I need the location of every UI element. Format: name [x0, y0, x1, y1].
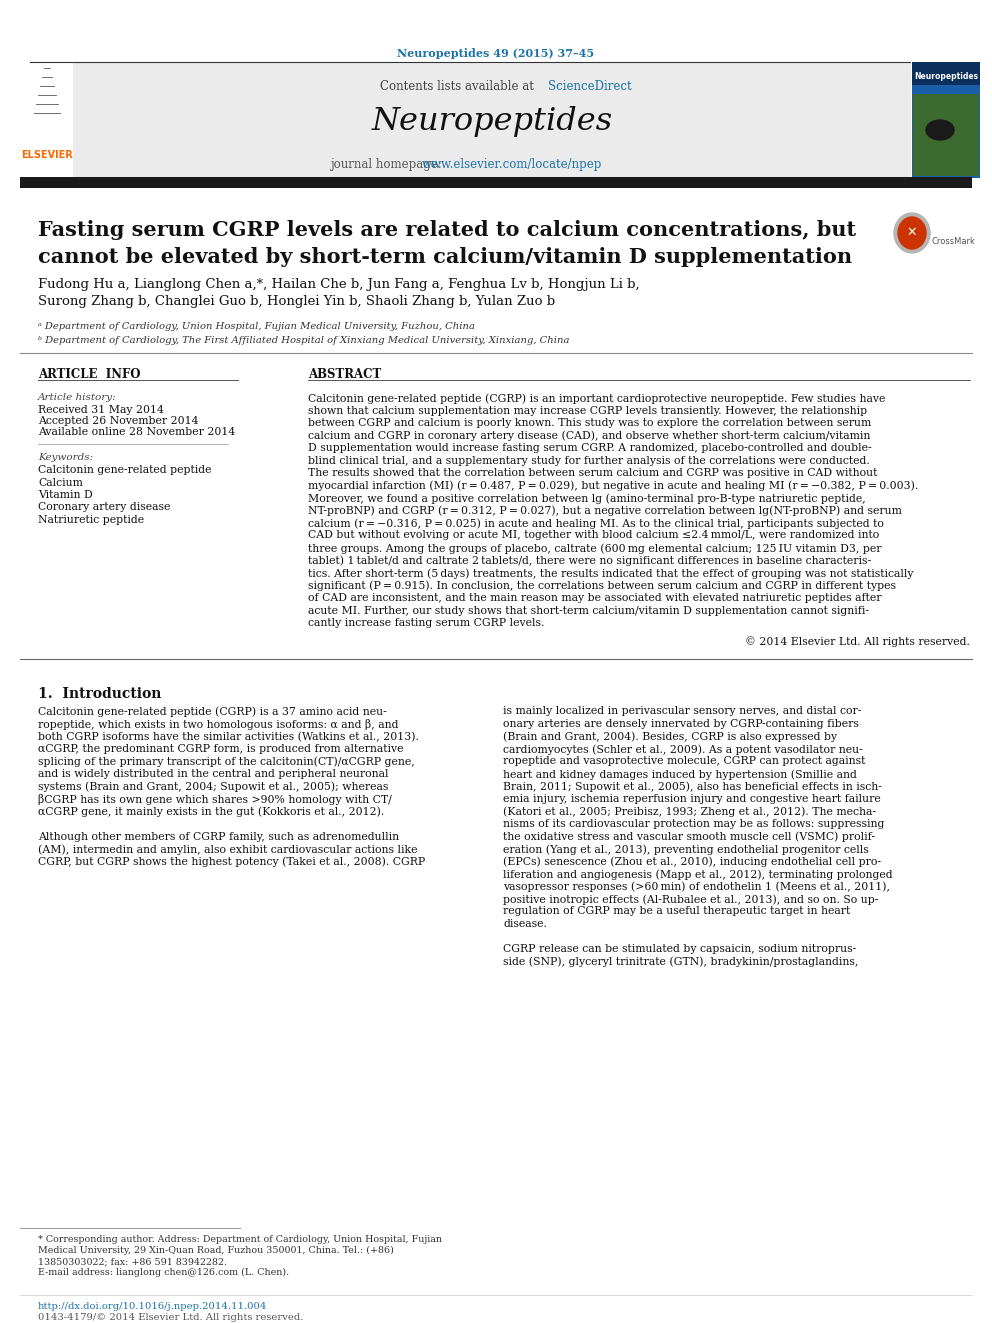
Text: Accepted 26 November 2014: Accepted 26 November 2014	[38, 415, 198, 426]
Text: cannot be elevated by short-term calcium/vitamin D supplementation: cannot be elevated by short-term calcium…	[38, 247, 852, 267]
Text: nisms of its cardiovascular protection may be as follows: suppressing: nisms of its cardiovascular protection m…	[503, 819, 885, 830]
Text: side (SNP), glyceryl trinitrate (GTN), bradykinin/prostaglandins,: side (SNP), glyceryl trinitrate (GTN), b…	[503, 957, 858, 967]
Text: significant (P = 0.915). In conclusion, the correlations between serum calcium a: significant (P = 0.915). In conclusion, …	[308, 581, 896, 591]
Text: ABSTRACT: ABSTRACT	[308, 368, 381, 381]
Text: cantly increase fasting serum CGRP levels.: cantly increase fasting serum CGRP level…	[308, 618, 545, 628]
Text: blind clinical trial, and a supplementary study for further analysis of the corr: blind clinical trial, and a supplementar…	[308, 455, 870, 466]
Text: 13850303022; fax: +86 591 83942282.: 13850303022; fax: +86 591 83942282.	[38, 1257, 227, 1266]
Text: positive inotropic effects (Al-Rubalee et al., 2013), and so on. So up-: positive inotropic effects (Al-Rubalee e…	[503, 894, 878, 905]
Text: © 2014 Elsevier Ltd. All rights reserved.: © 2014 Elsevier Ltd. All rights reserved…	[745, 636, 970, 647]
Text: The results showed that the correlation between serum calcium and CGRP was posit: The results showed that the correlation …	[308, 468, 877, 478]
Text: Fasting serum CGRP levels are related to calcium concentrations, but: Fasting serum CGRP levels are related to…	[38, 220, 856, 239]
Text: splicing of the primary transcript of the calcitonin(CT)/αCGRP gene,: splicing of the primary transcript of th…	[38, 757, 415, 767]
Text: NT-proBNP) and CGRP (r = 0.312, P = 0.027), but a negative correlation between l: NT-proBNP) and CGRP (r = 0.312, P = 0.02…	[308, 505, 902, 516]
Text: tics. After short-term (5 days) treatments, the results indicated that the effec: tics. After short-term (5 days) treatmen…	[308, 568, 914, 578]
Text: * Corresponding author. Address: Department of Cardiology, Union Hospital, Fujia: * Corresponding author. Address: Departm…	[38, 1234, 442, 1244]
Text: Contents lists available at: Contents lists available at	[380, 79, 538, 93]
Text: 0143-4179/© 2014 Elsevier Ltd. All rights reserved.: 0143-4179/© 2014 Elsevier Ltd. All right…	[38, 1312, 304, 1322]
Text: systems (Brain and Grant, 2004; Supowit et al., 2005); whereas: systems (Brain and Grant, 2004; Supowit …	[38, 782, 389, 792]
Text: heart and kidney damages induced by hypertension (Smillie and: heart and kidney damages induced by hype…	[503, 769, 857, 779]
Text: αCGRP gene, it mainly exists in the gut (Kokkoris et al., 2012).: αCGRP gene, it mainly exists in the gut …	[38, 807, 384, 818]
Text: CAD but without evolving or acute MI, together with blood calcium ≤2.4 mmol/L, w: CAD but without evolving or acute MI, to…	[308, 531, 879, 541]
Text: ᵇ Department of Cardiology, The First Affiliated Hospital of Xinxiang Medical Un: ᵇ Department of Cardiology, The First Af…	[38, 336, 569, 345]
Text: CrossMark: CrossMark	[932, 237, 976, 246]
Text: shown that calcium supplementation may increase CGRP levels transiently. However: shown that calcium supplementation may i…	[308, 406, 867, 415]
Text: Vitamin D: Vitamin D	[38, 490, 92, 500]
Text: Fudong Hu a, Lianglong Chen a,*, Hailan Che b, Jun Fang a, Fenghua Lv b, Hongjun: Fudong Hu a, Lianglong Chen a,*, Hailan …	[38, 278, 640, 291]
Text: Although other members of CGRP family, such as adrenomedullin: Although other members of CGRP family, s…	[38, 831, 399, 841]
Text: ropeptide and vasoprotective molecule, CGRP can protect against: ropeptide and vasoprotective molecule, C…	[503, 757, 865, 766]
FancyBboxPatch shape	[20, 177, 972, 188]
FancyBboxPatch shape	[912, 62, 980, 85]
Ellipse shape	[894, 213, 930, 253]
Text: Neuropeptides: Neuropeptides	[914, 71, 978, 81]
Ellipse shape	[898, 217, 926, 249]
Text: Calcium: Calcium	[38, 478, 83, 487]
Text: between CGRP and calcium is poorly known. This study was to explore the correlat: between CGRP and calcium is poorly known…	[308, 418, 871, 429]
FancyBboxPatch shape	[912, 62, 980, 179]
Text: regulation of CGRP may be a useful therapeutic target in heart: regulation of CGRP may be a useful thera…	[503, 906, 850, 917]
Text: liferation and angiogenesis (Mapp et al., 2012), terminating prolonged: liferation and angiogenesis (Mapp et al.…	[503, 869, 893, 880]
Text: the oxidative stress and vascular smooth muscle cell (VSMC) prolif-: the oxidative stress and vascular smooth…	[503, 831, 875, 841]
Text: Calcitonin gene-related peptide (CGRP) is an important cardioprotective neuropep: Calcitonin gene-related peptide (CGRP) i…	[308, 393, 886, 404]
Text: Keywords:: Keywords:	[38, 452, 93, 462]
Text: calcium (r = −0.316, P = 0.025) in acute and healing MI. As to the clinical tria: calcium (r = −0.316, P = 0.025) in acute…	[308, 519, 884, 529]
Text: both CGRP isoforms have the similar activities (Watkins et al., 2013).: both CGRP isoforms have the similar acti…	[38, 732, 419, 742]
Text: βCGRP has its own gene which shares >90% homology with CT/: βCGRP has its own gene which shares >90%…	[38, 794, 392, 804]
Text: ᵃ Department of Cardiology, Union Hospital, Fujian Medical University, Fuzhou, C: ᵃ Department of Cardiology, Union Hospit…	[38, 321, 475, 331]
Text: Surong Zhang b, Changlei Guo b, Honglei Yin b, Shaoli Zhang b, Yulan Zuo b: Surong Zhang b, Changlei Guo b, Honglei …	[38, 295, 556, 308]
Text: myocardial infarction (MI) (r = 0.487, P = 0.029), but negative in acute and hea: myocardial infarction (MI) (r = 0.487, P…	[308, 480, 919, 491]
Text: ELSEVIER: ELSEVIER	[21, 149, 72, 160]
Text: Natriuretic peptide: Natriuretic peptide	[38, 515, 144, 525]
Text: CGRP release can be stimulated by capsaicin, sodium nitroprus-: CGRP release can be stimulated by capsai…	[503, 945, 856, 954]
Text: Medical University, 29 Xin-Quan Road, Fuzhou 350001, China. Tel.: (+86): Medical University, 29 Xin-Quan Road, Fu…	[38, 1246, 394, 1256]
Text: eration (Yang et al., 2013), preventing endothelial progenitor cells: eration (Yang et al., 2013), preventing …	[503, 844, 869, 855]
Text: Neuropeptides 49 (2015) 37–45: Neuropeptides 49 (2015) 37–45	[398, 48, 594, 60]
Text: tablet) 1 tablet/d and caltrate 2 tablets/d, there were no significant differenc: tablet) 1 tablet/d and caltrate 2 tablet…	[308, 556, 871, 566]
Text: www.elsevier.com/locate/npep: www.elsevier.com/locate/npep	[422, 157, 602, 171]
Text: vasopressor responses (>60 min) of endothelin 1 (Meens et al., 2011),: vasopressor responses (>60 min) of endot…	[503, 881, 890, 892]
Text: journal homepage:: journal homepage:	[330, 157, 445, 171]
Text: E-mail address: lianglong chen@126.com (L. Chen).: E-mail address: lianglong chen@126.com (…	[38, 1267, 289, 1277]
Text: acute MI. Further, our study shows that short-term calcium/vitamin D supplementa: acute MI. Further, our study shows that …	[308, 606, 869, 615]
Text: Calcitonin gene-related peptide (CGRP) is a 37 amino acid neu-: Calcitonin gene-related peptide (CGRP) i…	[38, 706, 387, 717]
Text: disease.: disease.	[503, 919, 547, 929]
Text: ARTICLE  INFO: ARTICLE INFO	[38, 368, 141, 381]
Text: (Katori et al., 2005; Preibisz, 1993; Zheng et al., 2012). The mecha-: (Katori et al., 2005; Preibisz, 1993; Zh…	[503, 807, 876, 818]
Text: Coronary artery disease: Coronary artery disease	[38, 503, 171, 512]
Text: ropeptide, which exists in two homologous isoforms: α and β, and: ropeptide, which exists in two homologou…	[38, 718, 399, 730]
Text: three groups. Among the groups of placebo, caltrate (600 mg elemental calcium; 1: three groups. Among the groups of placeb…	[308, 542, 882, 553]
Text: emia injury, ischemia reperfusion injury and congestive heart failure: emia injury, ischemia reperfusion injury…	[503, 794, 881, 804]
Text: calcium and CGRP in coronary artery disease (CAD), and observe whether short-ter: calcium and CGRP in coronary artery dise…	[308, 430, 870, 441]
Text: Brain, 2011; Supowit et al., 2005), also has beneficial effects in isch-: Brain, 2011; Supowit et al., 2005), also…	[503, 782, 882, 792]
Text: Calcitonin gene-related peptide: Calcitonin gene-related peptide	[38, 464, 211, 475]
Text: http://dx.doi.org/10.1016/j.npep.2014.11.004: http://dx.doi.org/10.1016/j.npep.2014.11…	[38, 1302, 268, 1311]
FancyBboxPatch shape	[73, 62, 911, 179]
Text: ✕: ✕	[907, 226, 918, 239]
Text: (AM), intermedin and amylin, also exhibit cardiovascular actions like: (AM), intermedin and amylin, also exhibi…	[38, 844, 418, 855]
Text: Received 31 May 2014: Received 31 May 2014	[38, 405, 164, 415]
Ellipse shape	[926, 120, 954, 140]
Text: Article history:: Article history:	[38, 393, 117, 402]
Text: (EPCs) senescence (Zhou et al., 2010), inducing endothelial cell pro-: (EPCs) senescence (Zhou et al., 2010), i…	[503, 856, 881, 867]
Text: D supplementation would increase fasting serum CGRP. A randomized, placebo-contr: D supplementation would increase fasting…	[308, 443, 872, 452]
Text: Available online 28 November 2014: Available online 28 November 2014	[38, 427, 235, 437]
Text: 1.  Introduction: 1. Introduction	[38, 687, 162, 700]
Text: onary arteries are densely innervated by CGRP-containing fibers: onary arteries are densely innervated by…	[503, 718, 859, 729]
Text: αCGRP, the predominant CGRP form, is produced from alternative: αCGRP, the predominant CGRP form, is pro…	[38, 744, 404, 754]
Text: of CAD are inconsistent, and the main reason may be associated with elevated nat: of CAD are inconsistent, and the main re…	[308, 593, 882, 603]
Text: and is widely distributed in the central and peripheral neuronal: and is widely distributed in the central…	[38, 769, 389, 779]
FancyBboxPatch shape	[913, 94, 979, 176]
Text: CGRP, but CGRP shows the highest potency (Takei et al., 2008). CGRP: CGRP, but CGRP shows the highest potency…	[38, 856, 426, 867]
Text: ScienceDirect: ScienceDirect	[548, 79, 632, 93]
Text: (Brain and Grant, 2004). Besides, CGRP is also expressed by: (Brain and Grant, 2004). Besides, CGRP i…	[503, 732, 837, 742]
Text: Neuropeptides: Neuropeptides	[371, 106, 613, 138]
Text: is mainly localized in perivascular sensory nerves, and distal cor-: is mainly localized in perivascular sens…	[503, 706, 861, 717]
Text: cardiomyocytes (Schler et al., 2009). As a potent vasodilator neu-: cardiomyocytes (Schler et al., 2009). As…	[503, 744, 863, 754]
Text: Moreover, we found a positive correlation between lg (amino-terminal pro-B-type : Moreover, we found a positive correlatio…	[308, 493, 866, 504]
